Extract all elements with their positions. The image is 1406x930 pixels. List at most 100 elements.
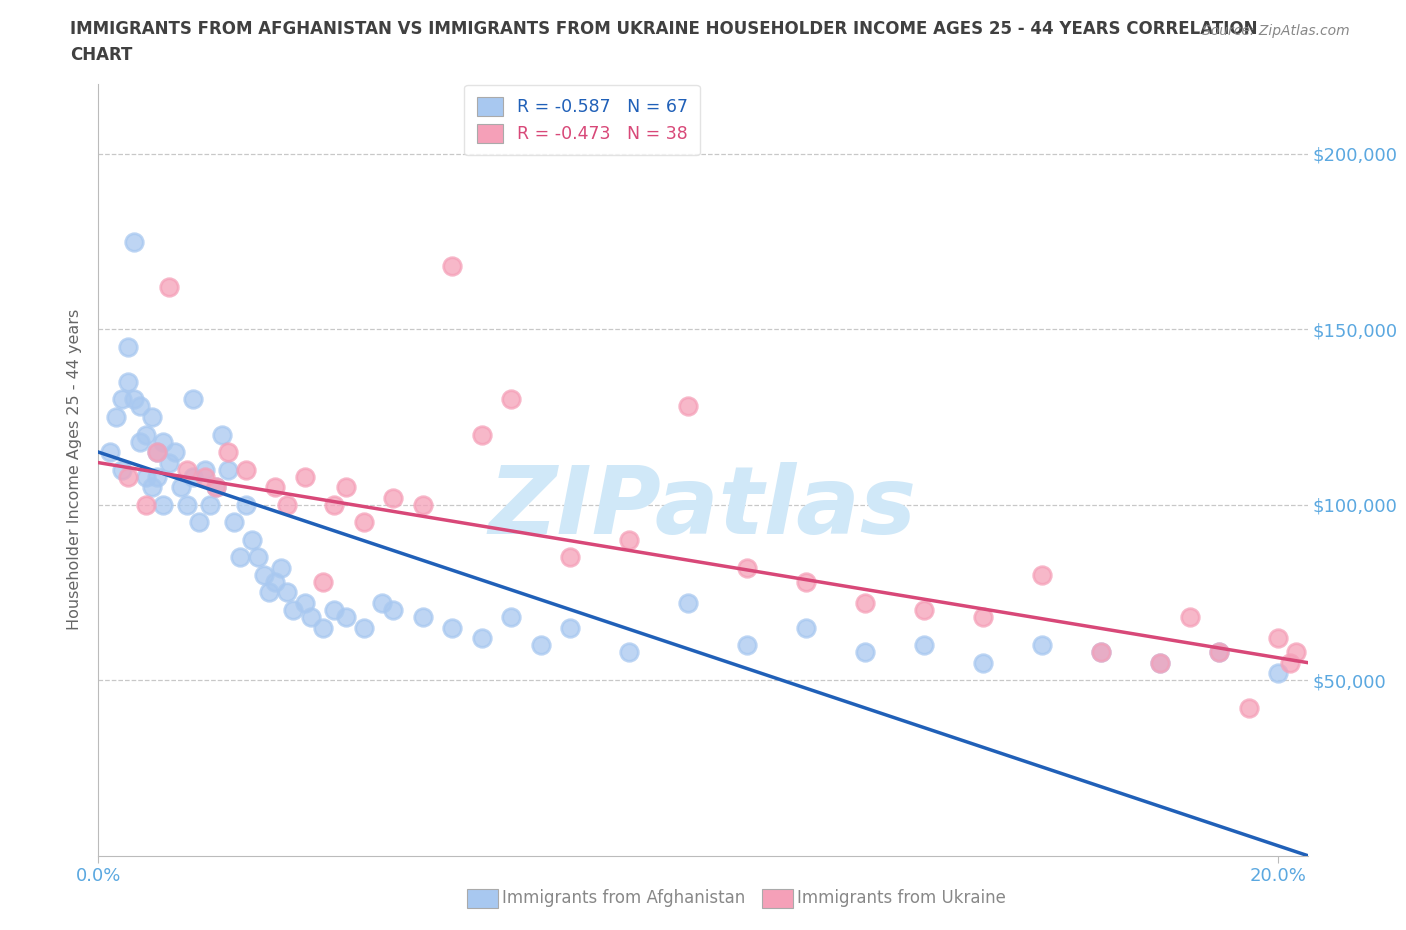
Point bbox=[1208, 644, 1230, 659]
Point bbox=[281, 603, 304, 618]
Point bbox=[1031, 638, 1053, 653]
Point bbox=[311, 575, 333, 590]
Point bbox=[264, 480, 287, 495]
Point bbox=[1031, 567, 1053, 582]
Point bbox=[294, 595, 316, 610]
Point bbox=[205, 480, 228, 495]
Point bbox=[135, 470, 157, 485]
Point bbox=[141, 409, 163, 424]
Point bbox=[235, 498, 257, 512]
Point bbox=[678, 595, 700, 610]
Point bbox=[176, 462, 198, 477]
Point bbox=[382, 490, 405, 505]
Point bbox=[412, 609, 434, 624]
Point bbox=[152, 498, 174, 512]
Point bbox=[311, 620, 333, 635]
Point bbox=[1149, 656, 1171, 671]
Text: CHART: CHART bbox=[70, 46, 132, 64]
Point bbox=[972, 656, 994, 671]
Point bbox=[152, 434, 174, 449]
Legend: R = -0.587   N = 67, R = -0.473   N = 38: R = -0.587 N = 67, R = -0.473 N = 38 bbox=[464, 85, 700, 155]
Point bbox=[353, 515, 375, 530]
Point bbox=[146, 445, 169, 459]
Point bbox=[335, 609, 357, 624]
Point bbox=[560, 550, 582, 565]
Point bbox=[1178, 609, 1201, 624]
Point bbox=[794, 575, 817, 590]
Point bbox=[323, 603, 346, 618]
Point bbox=[1285, 644, 1308, 659]
Point bbox=[270, 561, 292, 576]
Point bbox=[200, 498, 222, 512]
Point bbox=[353, 620, 375, 635]
Point bbox=[912, 638, 935, 653]
Point bbox=[619, 532, 641, 547]
Point bbox=[122, 234, 145, 249]
Point bbox=[176, 498, 198, 512]
Point bbox=[240, 532, 263, 547]
Point bbox=[157, 280, 180, 295]
Point bbox=[471, 631, 494, 645]
Point bbox=[912, 603, 935, 618]
Point bbox=[217, 462, 239, 477]
Point bbox=[117, 339, 139, 354]
Point bbox=[735, 561, 758, 576]
Point bbox=[194, 470, 217, 485]
Point bbox=[205, 480, 228, 495]
Point bbox=[735, 638, 758, 653]
Point bbox=[370, 595, 392, 610]
Point bbox=[294, 470, 316, 485]
Point bbox=[619, 644, 641, 659]
Point bbox=[181, 392, 204, 407]
Point bbox=[530, 638, 553, 653]
Point bbox=[217, 445, 239, 459]
Point bbox=[1267, 631, 1289, 645]
Point bbox=[335, 480, 357, 495]
Point bbox=[1278, 656, 1301, 671]
Point bbox=[146, 470, 169, 485]
Point bbox=[222, 515, 245, 530]
Point bbox=[146, 445, 169, 459]
Point bbox=[252, 567, 274, 582]
Point bbox=[1090, 644, 1112, 659]
Point bbox=[501, 609, 523, 624]
Point bbox=[1237, 701, 1260, 716]
Point bbox=[246, 550, 269, 565]
Point bbox=[135, 498, 157, 512]
Point bbox=[299, 609, 322, 624]
Point bbox=[117, 470, 139, 485]
Point bbox=[501, 392, 523, 407]
Point bbox=[264, 575, 287, 590]
Point bbox=[157, 455, 180, 470]
Point bbox=[211, 427, 233, 442]
Point bbox=[1149, 656, 1171, 671]
Point bbox=[323, 498, 346, 512]
Text: Immigrants from Afghanistan: Immigrants from Afghanistan bbox=[502, 889, 745, 908]
Point bbox=[1208, 644, 1230, 659]
Point bbox=[181, 470, 204, 485]
Point bbox=[853, 595, 876, 610]
Text: Immigrants from Ukraine: Immigrants from Ukraine bbox=[797, 889, 1007, 908]
Point bbox=[111, 392, 134, 407]
Point bbox=[111, 462, 134, 477]
Point bbox=[128, 399, 150, 414]
Point bbox=[794, 620, 817, 635]
Point bbox=[678, 399, 700, 414]
Point bbox=[1090, 644, 1112, 659]
Point bbox=[382, 603, 405, 618]
Point bbox=[165, 445, 187, 459]
Text: IMMIGRANTS FROM AFGHANISTAN VS IMMIGRANTS FROM UKRAINE HOUSEHOLDER INCOME AGES 2: IMMIGRANTS FROM AFGHANISTAN VS IMMIGRANT… bbox=[70, 20, 1258, 38]
Point bbox=[972, 609, 994, 624]
Point bbox=[98, 445, 121, 459]
Point bbox=[128, 434, 150, 449]
Point bbox=[853, 644, 876, 659]
Point bbox=[560, 620, 582, 635]
Text: ZIPatlas: ZIPatlas bbox=[489, 462, 917, 554]
Point bbox=[105, 409, 128, 424]
Point bbox=[122, 392, 145, 407]
Point bbox=[194, 462, 217, 477]
Point bbox=[259, 585, 281, 600]
Point bbox=[441, 259, 464, 273]
Point bbox=[412, 498, 434, 512]
Point bbox=[187, 515, 209, 530]
